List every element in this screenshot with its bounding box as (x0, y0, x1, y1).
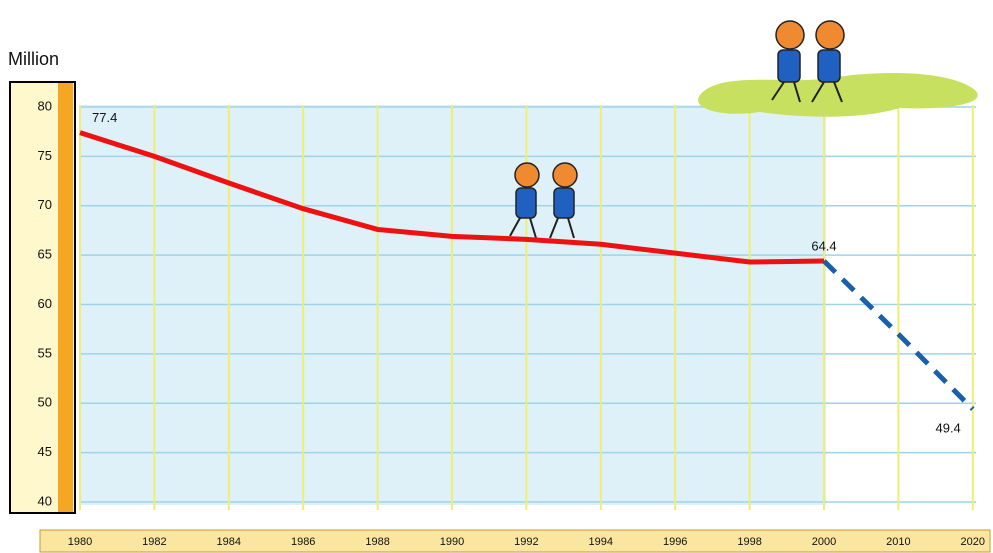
x-tick-label: 1988 (365, 536, 389, 548)
x-tick-label: 2020 (961, 536, 985, 548)
x-tick-label: 1994 (589, 536, 613, 548)
y-tick-label: 40 (38, 493, 52, 508)
y-tick-label: 75 (38, 148, 52, 163)
y-tick-label: 55 (38, 345, 52, 360)
y-axis-title: Million (8, 49, 59, 69)
x-tick-label: 1996 (663, 536, 687, 548)
x-tick-label: 1990 (440, 536, 464, 548)
value-label: 49.4 (935, 421, 960, 436)
chart: Million 40 45 50 55 60 65 70 75 80 1980 1982 1984 19… (0, 0, 993, 553)
value-label: 64.4 (811, 238, 836, 253)
y-tick-label: 45 (38, 444, 52, 459)
y-tick-label: 65 (38, 247, 52, 262)
x-tick-label: 1992 (514, 536, 538, 548)
y-tick-label: 50 (38, 395, 52, 410)
value-label: 77.4 (92, 110, 117, 125)
y-axis-strip (58, 83, 73, 512)
y-tick-label: 70 (38, 197, 52, 212)
x-tick-label: 1986 (291, 536, 315, 548)
y-tick-label: 80 (38, 98, 52, 113)
x-tick-label: 1998 (737, 536, 761, 548)
x-tick-label: 1982 (142, 536, 166, 548)
x-tick-label: 1980 (68, 536, 92, 548)
x-tick-label: 1984 (217, 536, 241, 548)
y-tick-label: 60 (38, 296, 52, 311)
x-tick-label: 2000 (812, 536, 836, 548)
x-tick-label: 2010 (886, 536, 910, 548)
